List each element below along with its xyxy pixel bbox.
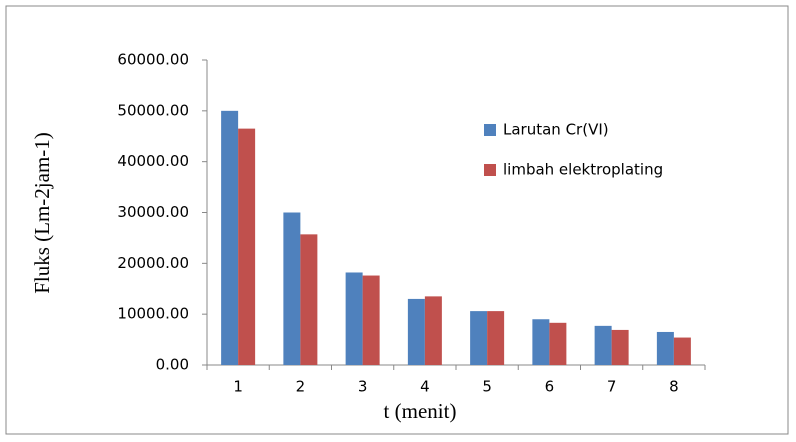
bar	[424, 296, 442, 365]
bar	[549, 322, 567, 365]
x-tick-label: 3	[358, 378, 368, 396]
x-tick-label: 6	[545, 378, 555, 396]
y-tick-label: 50000.00	[117, 101, 189, 119]
bar	[283, 212, 301, 365]
bar	[487, 311, 505, 365]
legend-swatch	[484, 124, 496, 136]
y-tick-label: 60000.00	[117, 51, 189, 69]
bar	[594, 325, 612, 365]
bar	[345, 272, 363, 365]
bar	[238, 128, 256, 365]
bar	[656, 331, 674, 365]
x-tick-label: 5	[482, 378, 492, 396]
legend-label: limbah elektroplating	[503, 161, 663, 179]
y-tick-label: 30000.00	[117, 203, 189, 221]
bar	[300, 234, 318, 365]
x-tick-label: 2	[296, 378, 306, 396]
x-tick-label: 1	[233, 378, 243, 396]
bar	[470, 311, 488, 365]
bar	[407, 298, 425, 365]
y-tick-label: 10000.00	[117, 305, 189, 323]
bar	[362, 275, 380, 365]
legend-label: Larutan Cr(VI)	[503, 121, 609, 139]
bar	[221, 110, 239, 365]
legend-swatch	[484, 164, 496, 176]
x-tick-label: 8	[669, 378, 679, 396]
y-tick-label: 40000.00	[117, 152, 189, 170]
x-tick-label: 4	[420, 378, 430, 396]
bar	[532, 319, 550, 365]
x-tick-label: 7	[607, 378, 617, 396]
y-axis-label: Fluks (Lm-2jam-1)	[30, 132, 54, 294]
x-axis-label: t (menit)	[384, 399, 457, 423]
bar	[673, 337, 691, 365]
bar	[611, 329, 629, 365]
y-tick-label: 20000.00	[117, 254, 189, 272]
y-tick-label: 0.00	[156, 356, 189, 374]
